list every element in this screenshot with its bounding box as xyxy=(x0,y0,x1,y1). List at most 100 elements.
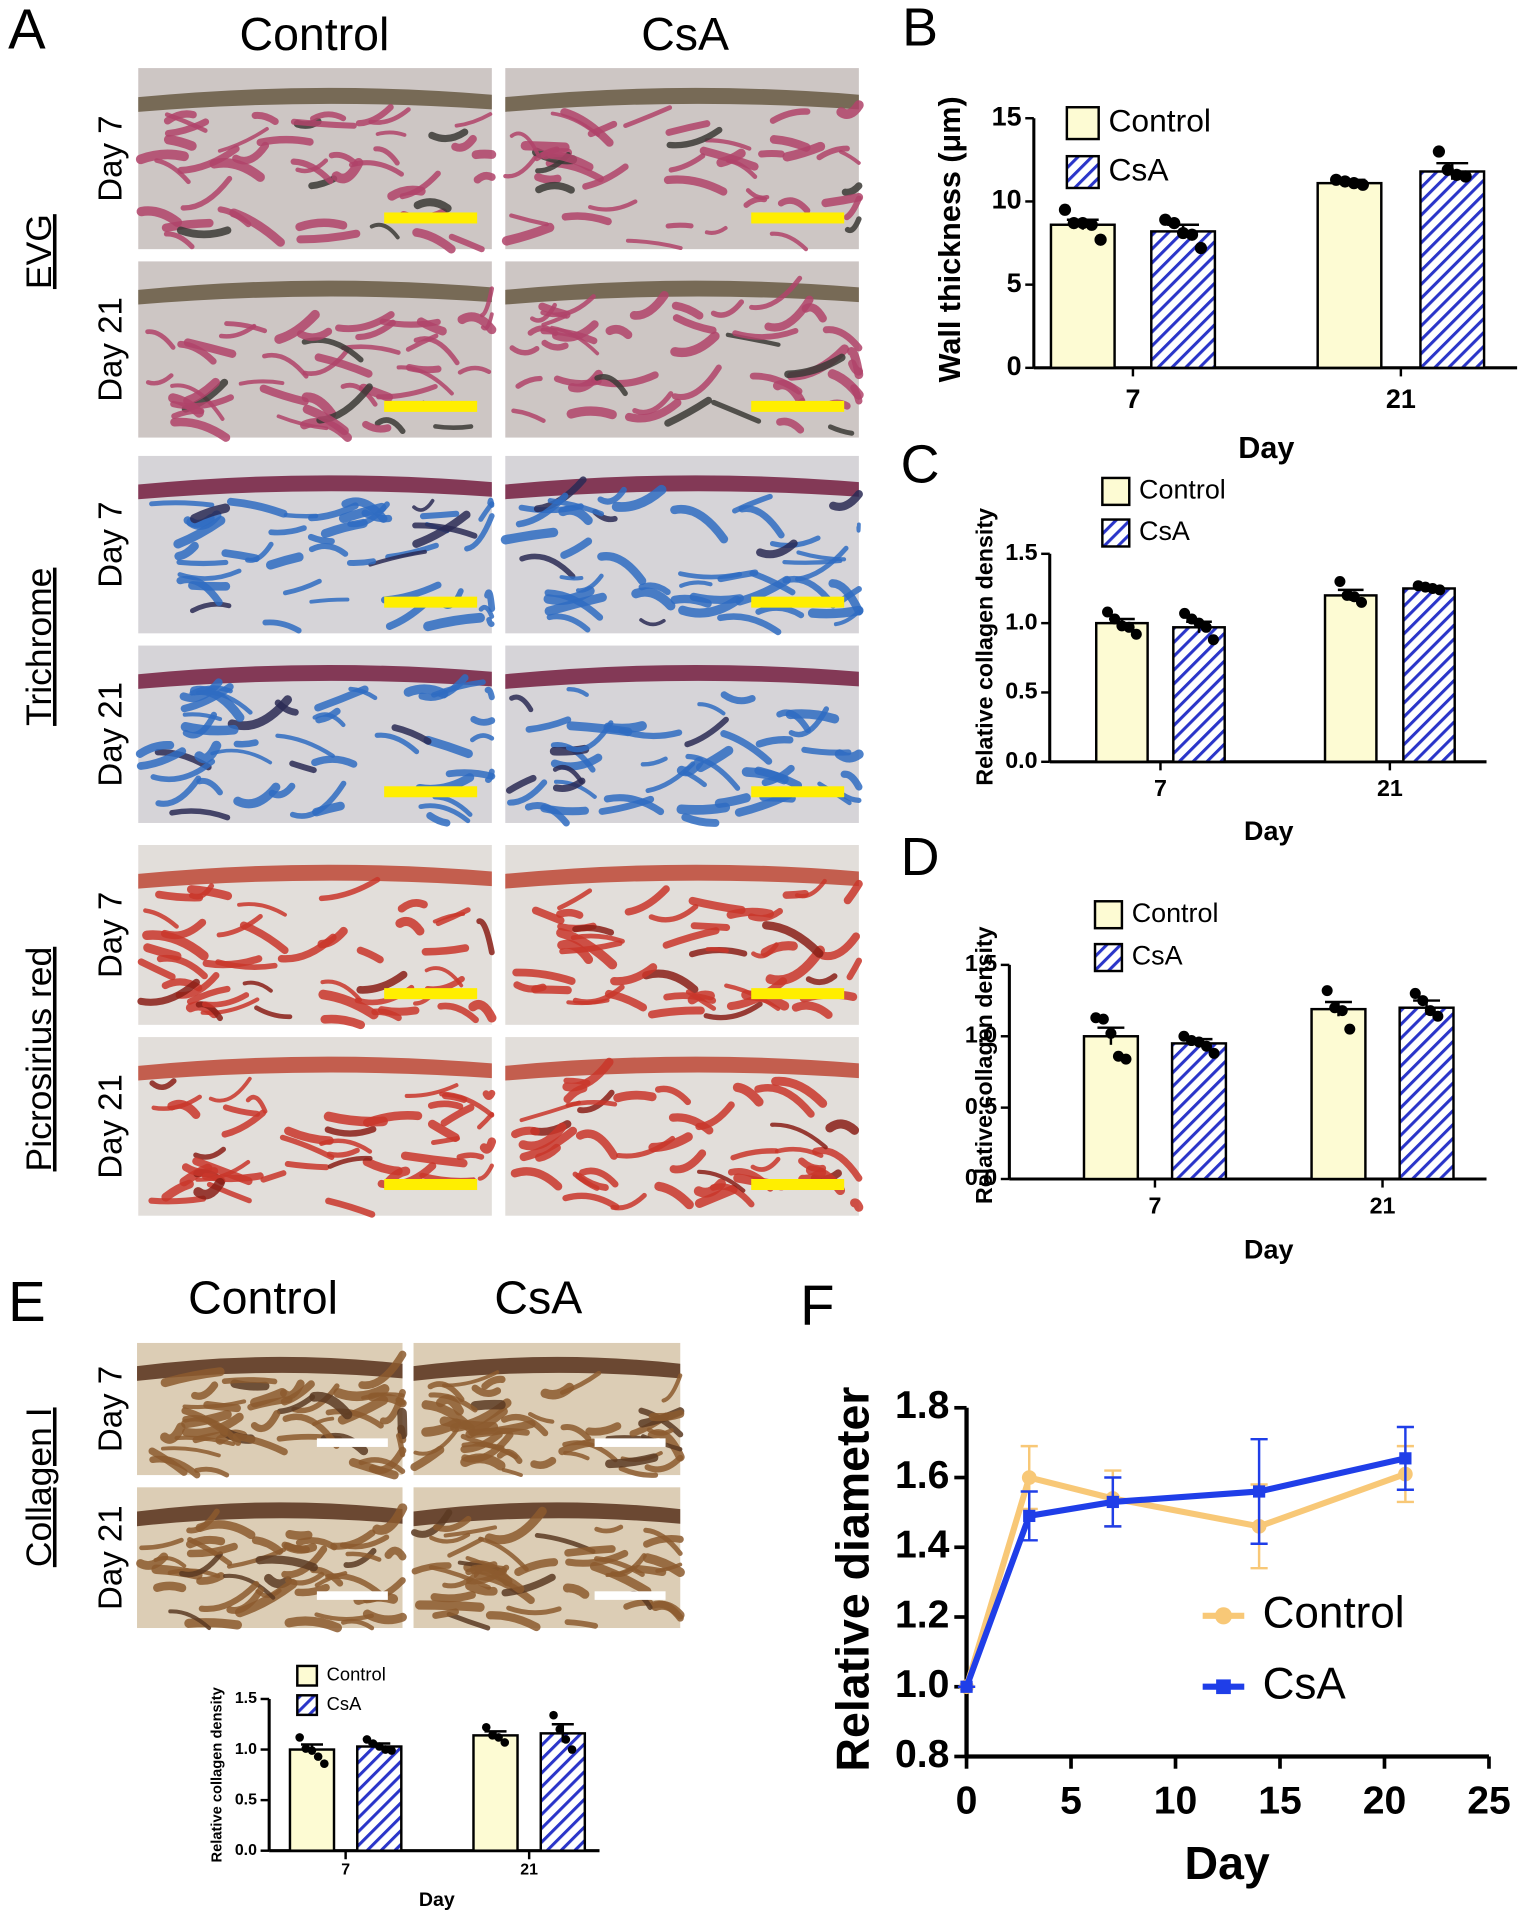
legend-swatch xyxy=(1093,942,1124,973)
tissue-fiber xyxy=(525,716,572,733)
tissue-fiber xyxy=(171,408,205,420)
tissue-fiber xyxy=(153,1581,187,1593)
tissue-fiber xyxy=(348,160,404,177)
tissue-fiber xyxy=(481,1375,506,1390)
data-point xyxy=(1085,218,1098,231)
legend-marker xyxy=(1214,1607,1233,1625)
tissue-fiber xyxy=(705,946,729,953)
tissue-fiber xyxy=(585,1422,622,1436)
tissue-fiber xyxy=(520,140,570,152)
tissue-fiber xyxy=(769,231,809,252)
tissue-fiber xyxy=(311,755,358,768)
tissue-fiber xyxy=(485,1611,541,1632)
y-tick-label: 0 xyxy=(1007,351,1022,381)
tissue-fiber xyxy=(374,417,406,435)
tissue-fiber xyxy=(717,613,782,636)
tissue-fiber xyxy=(671,301,704,320)
tissue-fiber xyxy=(179,1551,224,1578)
tissue-fiber xyxy=(168,1609,212,1630)
tissue-fiber xyxy=(530,1456,557,1469)
tissue-fiber xyxy=(807,605,864,619)
tissue-fiber xyxy=(478,1536,529,1572)
tissue-fiber xyxy=(317,926,348,949)
row-label: Day 21 xyxy=(91,297,128,402)
tissue-fiber xyxy=(413,198,452,213)
tissue-fiber xyxy=(654,1181,694,1210)
y-tick-label: 1.6 xyxy=(895,1454,949,1497)
tissue-fiber xyxy=(327,1155,373,1169)
tissue-fiber xyxy=(676,802,731,815)
tissue-fiber xyxy=(232,141,270,165)
tissue-fiber xyxy=(419,510,460,520)
tissue-fiber xyxy=(362,420,392,433)
tissue-fiber xyxy=(291,1383,340,1414)
tissue-fiber xyxy=(428,128,469,143)
tissue-fiber xyxy=(531,906,565,925)
data-point xyxy=(1109,613,1121,625)
row-label: Day 7 xyxy=(91,116,128,202)
data-point xyxy=(1168,216,1181,230)
tissue-fiber xyxy=(307,533,335,545)
tissue-fiber xyxy=(575,1129,619,1160)
tissue-fiber xyxy=(848,359,864,376)
tissue-fiber xyxy=(541,339,569,351)
tissue-fiber xyxy=(471,1384,502,1397)
tissue-fiber xyxy=(427,1100,464,1110)
tissue-fiber xyxy=(395,1397,406,1406)
tissue-fiber xyxy=(645,761,696,794)
tissue-fiber xyxy=(812,1147,863,1182)
tissue-fiber xyxy=(557,939,594,965)
tissue-fiber xyxy=(193,1177,225,1200)
bar xyxy=(1398,1006,1455,1181)
bar xyxy=(1419,170,1486,370)
tissue-fiber xyxy=(685,989,717,1011)
tissue-fiber xyxy=(361,1392,405,1400)
tissue-fiber xyxy=(176,559,229,567)
tissue-fiber xyxy=(512,968,576,985)
tissue-fiber xyxy=(183,377,220,406)
tissue-fiber xyxy=(703,1001,763,1021)
tissue-fiber xyxy=(448,233,485,253)
tissue-fiber xyxy=(579,1167,619,1188)
tissue-fiber xyxy=(223,1573,276,1600)
tissue-fiber xyxy=(725,332,781,347)
tissue-fiber xyxy=(541,314,568,327)
data-point xyxy=(295,1733,304,1742)
tissue-fiber xyxy=(289,780,347,819)
scale-bar xyxy=(751,786,845,798)
tissue-fiber xyxy=(375,130,407,137)
tissue-fiber xyxy=(545,159,604,183)
tissue-fiber xyxy=(139,1537,184,1551)
tissue-fiber xyxy=(189,883,215,900)
tissue-fiber xyxy=(186,985,231,1005)
tissue-fiber xyxy=(699,146,759,171)
tissue-fiber xyxy=(160,1422,186,1444)
tissue-fiber xyxy=(654,1085,692,1106)
tissue-fiber xyxy=(501,1573,556,1597)
y-tick-label: 1.8 xyxy=(895,1384,949,1427)
bar xyxy=(356,1745,403,1852)
tissue-fiber xyxy=(540,804,589,816)
tissue-fiber xyxy=(782,558,843,565)
tissue-fiber xyxy=(577,1089,615,1114)
scale-bar xyxy=(751,1179,845,1191)
y-tick-label: 1.5 xyxy=(965,950,997,976)
tissue-fiber xyxy=(250,1387,287,1408)
tissue-fiber xyxy=(474,1564,525,1594)
tissue-fiber xyxy=(670,594,712,608)
data-point xyxy=(1424,1005,1436,1017)
tissue-fiber xyxy=(839,150,861,165)
y-tick-label: 15 xyxy=(992,101,1022,131)
tissue-fiber xyxy=(294,1583,330,1597)
column-header: CsA xyxy=(641,8,729,60)
tissue-fiber xyxy=(643,1535,684,1548)
row-label: Day 21 xyxy=(91,1505,128,1610)
tissue-fiber xyxy=(648,903,699,923)
tissue-fiber xyxy=(301,392,337,419)
tissue-fiber xyxy=(535,1143,561,1162)
tissue-fiber xyxy=(500,527,559,545)
data-point xyxy=(561,1735,571,1744)
tissue-fiber xyxy=(285,1530,313,1541)
legend-label: Control xyxy=(327,1664,386,1685)
tissue-fiber xyxy=(769,135,811,152)
